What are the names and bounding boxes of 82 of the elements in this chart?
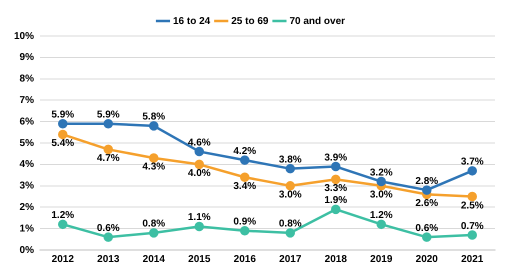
data-label: 3.0% bbox=[370, 190, 393, 201]
data-label: 4.6% bbox=[188, 137, 211, 148]
y-tick-label: 7% bbox=[20, 94, 34, 106]
x-tick-label: 2012 bbox=[52, 254, 74, 265]
data-label: 2.5% bbox=[460, 200, 484, 212]
y-tick-label: 10% bbox=[14, 30, 34, 42]
y-tick-label: 4% bbox=[20, 159, 34, 170]
point bbox=[422, 232, 432, 242]
data-label: 5.9% bbox=[96, 109, 120, 120]
point bbox=[240, 155, 250, 165]
point bbox=[104, 118, 114, 128]
data-label: 3.4% bbox=[233, 180, 256, 192]
data-label: 5.4% bbox=[51, 138, 74, 150]
point bbox=[240, 226, 250, 236]
point bbox=[376, 220, 386, 230]
y-tick-label: 8% bbox=[20, 74, 34, 85]
data-label: 5.8% bbox=[142, 112, 166, 123]
data-label: 1.2% bbox=[51, 210, 74, 222]
point bbox=[104, 232, 114, 242]
data-label: 2.6% bbox=[415, 198, 438, 210]
x-tick-label: 2019 bbox=[370, 254, 393, 265]
x-tick-label: 2017 bbox=[279, 254, 302, 265]
point bbox=[286, 181, 296, 191]
data-label: 1.9% bbox=[324, 195, 348, 206]
point bbox=[240, 172, 250, 182]
data-label: 3.2% bbox=[370, 167, 393, 178]
data-label: 0.6% bbox=[96, 222, 120, 234]
x-tick-label: 2016 bbox=[234, 254, 256, 265]
x-tick-label: 2018 bbox=[324, 254, 348, 265]
point bbox=[149, 228, 159, 238]
point bbox=[331, 162, 341, 172]
data-label: 5.9% bbox=[51, 109, 74, 120]
point bbox=[376, 176, 386, 186]
y-tick-label: 1% bbox=[20, 223, 34, 234]
x-tick-label: 2021 bbox=[461, 254, 484, 265]
x-tick-label: 2013 bbox=[97, 254, 120, 265]
data-label: 4.3% bbox=[142, 162, 166, 173]
point bbox=[286, 164, 296, 174]
y-tick-label: 3% bbox=[20, 180, 34, 192]
data-label: 0.6% bbox=[415, 222, 438, 234]
point bbox=[194, 222, 204, 232]
data-label: 0.8% bbox=[142, 218, 166, 230]
point bbox=[58, 220, 68, 230]
data-label: 4.7% bbox=[96, 153, 120, 164]
y-tick-label: 9% bbox=[20, 52, 34, 64]
data-label: 1.1% bbox=[188, 212, 211, 224]
y-tick-label: 2% bbox=[20, 202, 34, 213]
data-label: 3.0% bbox=[278, 190, 302, 201]
data-label: 0.8% bbox=[278, 218, 302, 230]
point bbox=[194, 146, 204, 156]
point bbox=[58, 118, 68, 128]
legend-label: 16 to 24 bbox=[172, 16, 211, 27]
point bbox=[149, 121, 159, 131]
data-label: 3.3% bbox=[324, 183, 348, 194]
legend-label: 25 to 69 bbox=[231, 16, 269, 27]
point bbox=[468, 230, 477, 240]
y-tick-label: 6% bbox=[20, 116, 34, 128]
data-label: 2.8% bbox=[415, 176, 438, 187]
x-tick-label: 2014 bbox=[142, 254, 166, 265]
data-label: 3.9% bbox=[324, 152, 348, 164]
y-tick-label: 0% bbox=[20, 244, 34, 256]
point bbox=[331, 204, 341, 214]
data-label: 3.7% bbox=[460, 156, 484, 168]
point bbox=[194, 160, 204, 170]
point bbox=[468, 192, 477, 202]
legend-label: 70 and over bbox=[289, 16, 346, 27]
y-tick-label: 5% bbox=[20, 138, 34, 149]
point bbox=[104, 144, 114, 154]
point bbox=[286, 228, 296, 238]
data-label: 3.8% bbox=[278, 154, 302, 166]
point bbox=[331, 174, 341, 184]
data-label: 0.9% bbox=[233, 216, 256, 228]
data-label: 1.2% bbox=[370, 210, 393, 222]
x-tick-label: 2020 bbox=[416, 254, 438, 265]
point bbox=[468, 166, 477, 176]
point bbox=[149, 153, 159, 163]
data-label: 4.2% bbox=[233, 146, 256, 157]
data-label: 0.7% bbox=[460, 220, 484, 232]
point bbox=[422, 185, 432, 195]
data-label: 4.0% bbox=[188, 168, 211, 180]
point bbox=[58, 130, 68, 140]
x-tick-label: 2015 bbox=[188, 254, 211, 265]
